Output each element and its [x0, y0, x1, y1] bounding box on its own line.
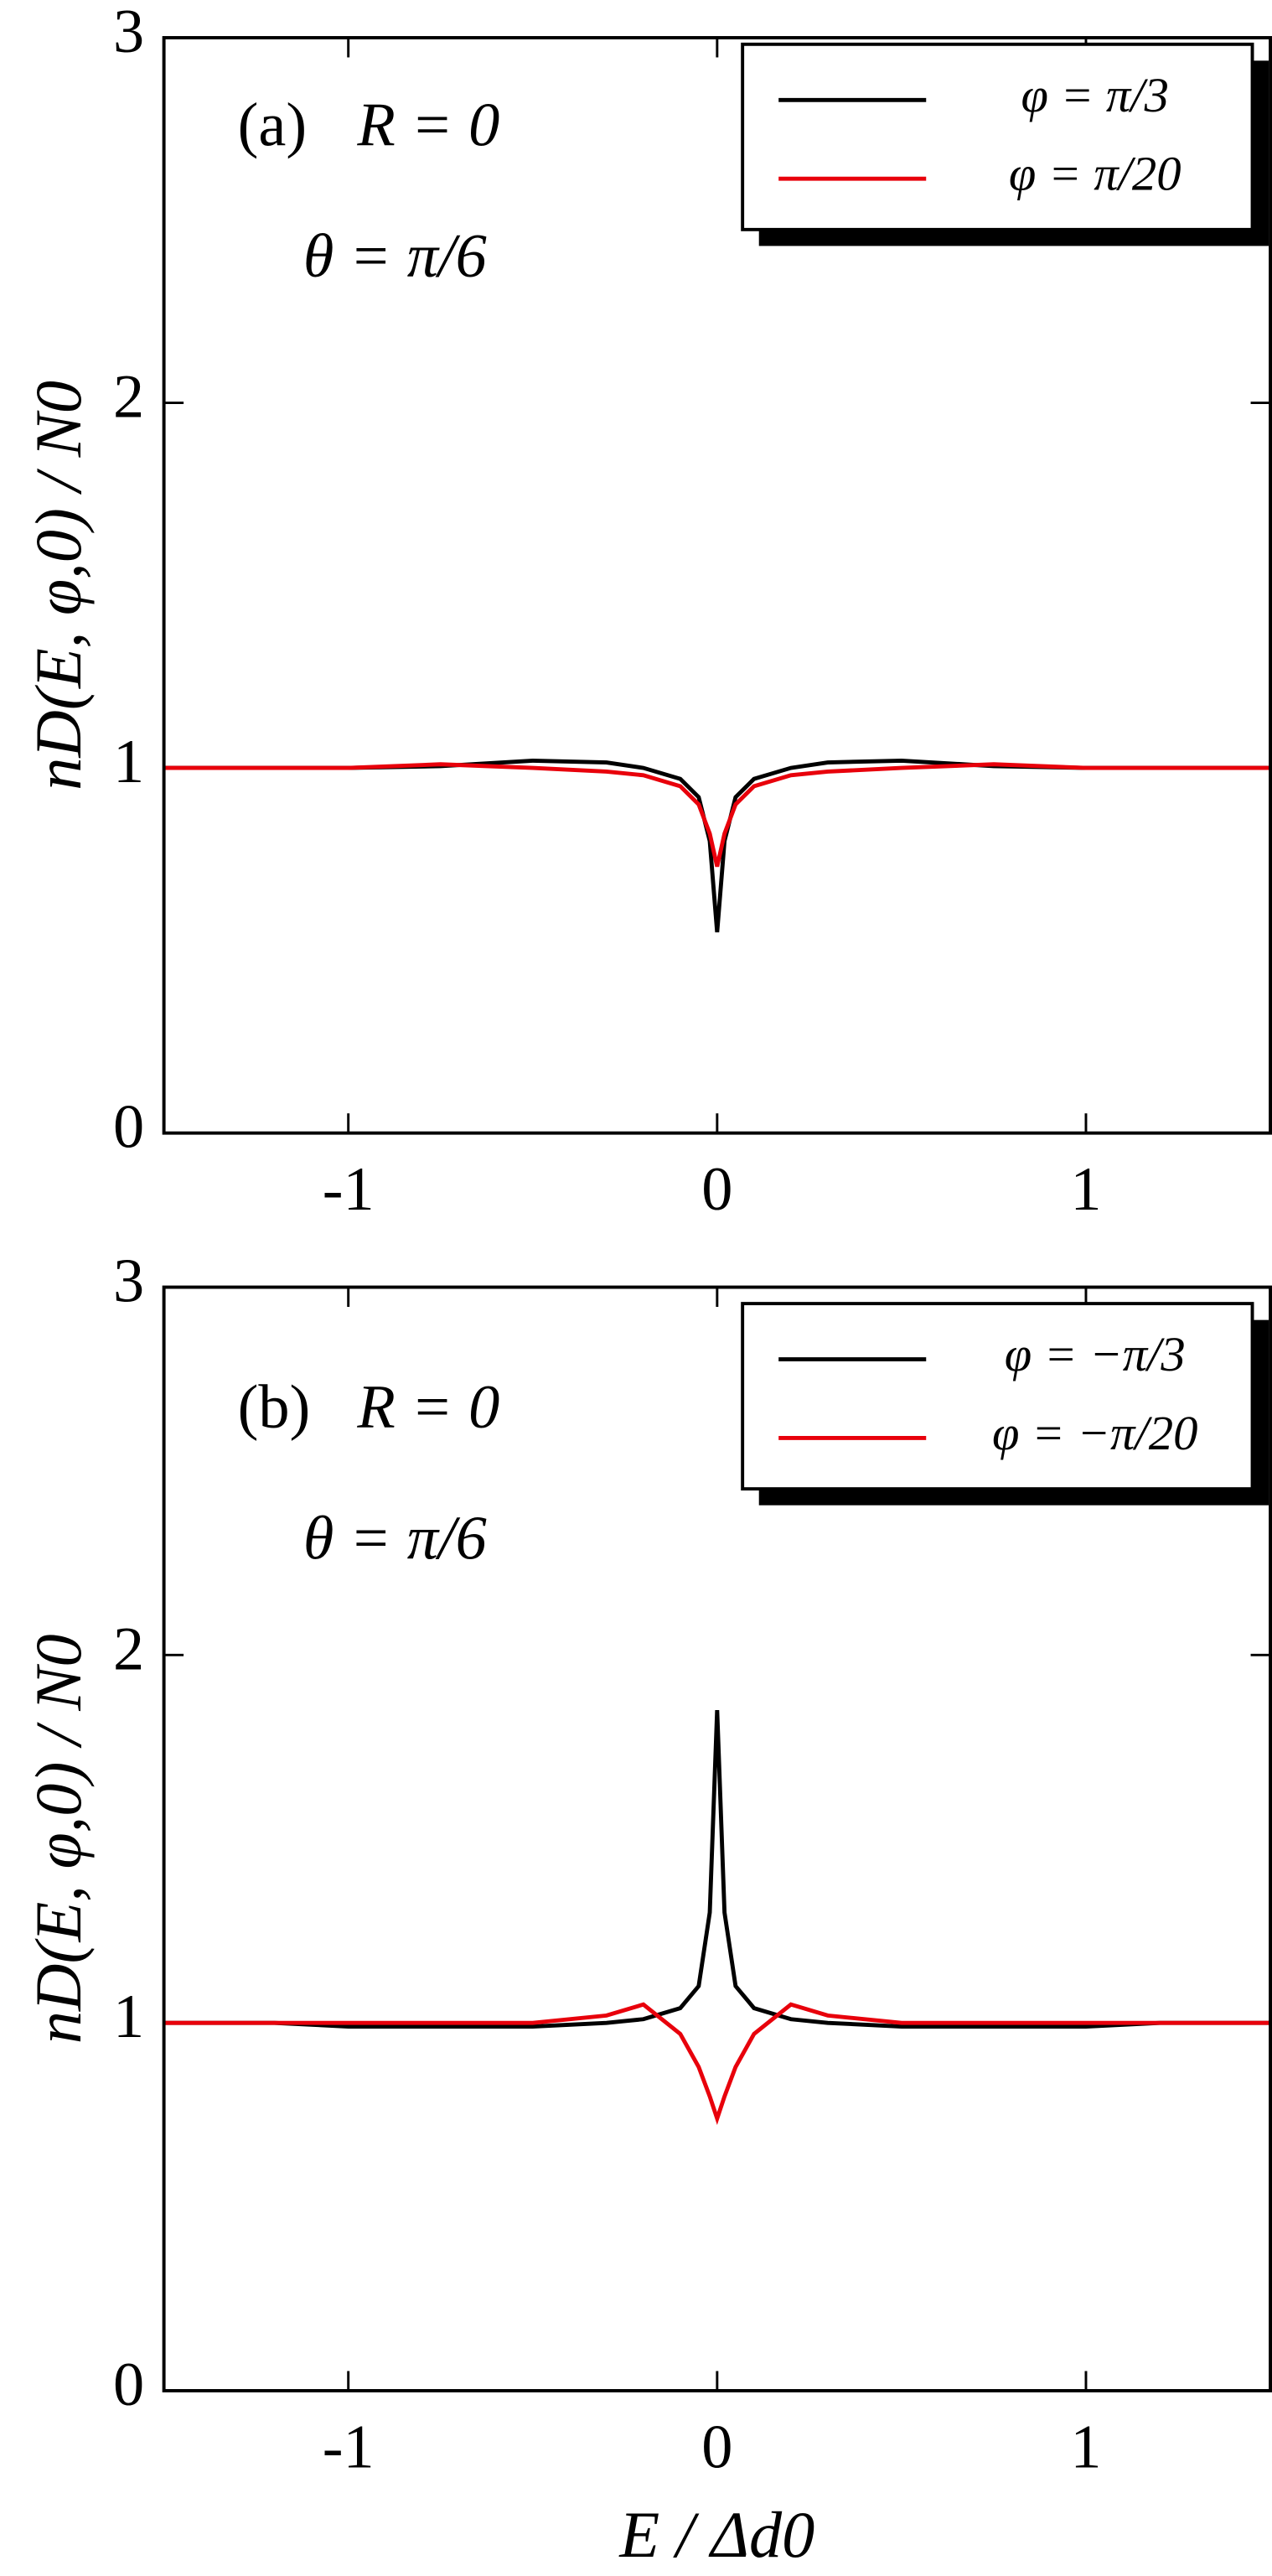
y-axis-label: nD(E, φ,0) / N0	[22, 381, 95, 790]
y-tick-label: 3	[113, 0, 144, 66]
y-tick-label: 1	[113, 728, 144, 796]
x-axis-label: E / Δd0	[618, 2498, 814, 2571]
series-line	[163, 762, 1271, 868]
y-tick-label: 2	[113, 363, 144, 432]
annotation: θ = π/6	[303, 222, 487, 291]
y-tick-label: 1	[113, 1983, 144, 2051]
y-tick-label: 0	[113, 1093, 144, 1162]
legend-label: φ = π/3	[1021, 68, 1169, 122]
x-tick-label: 0	[701, 1155, 732, 1224]
annotation: R = 0	[356, 91, 499, 160]
y-tick-label: 2	[113, 1615, 144, 1683]
panel-label: (b)	[238, 1373, 311, 1442]
annotation: R = 0	[356, 1373, 499, 1442]
y-tick-label: 0	[113, 2351, 144, 2419]
legend-label: φ = −π/3	[1005, 1327, 1186, 1381]
x-tick-label: -1	[323, 2413, 375, 2481]
plot-frame	[162, 36, 1272, 1135]
plot-frame	[162, 1285, 1272, 2392]
series-line	[163, 1710, 1271, 2029]
legend-label: φ = −π/20	[992, 1406, 1197, 1460]
legend-box	[741, 42, 1254, 231]
x-tick-label: 0	[701, 2413, 732, 2481]
x-tick-label: 1	[1070, 2413, 1101, 2481]
series-line	[163, 2002, 1271, 2125]
y-axis-label: nD(E, φ,0) / N0	[22, 1634, 95, 2044]
panel-label: (a)	[238, 91, 308, 160]
x-tick-label: -1	[323, 1155, 375, 1224]
x-tick-label: 1	[1070, 1155, 1101, 1224]
legend-box	[741, 1302, 1254, 1491]
annotation: θ = π/6	[303, 1505, 487, 1573]
y-tick-label: 3	[113, 1247, 144, 1316]
series-line	[163, 758, 1271, 933]
legend-label: φ = π/20	[1009, 147, 1182, 201]
